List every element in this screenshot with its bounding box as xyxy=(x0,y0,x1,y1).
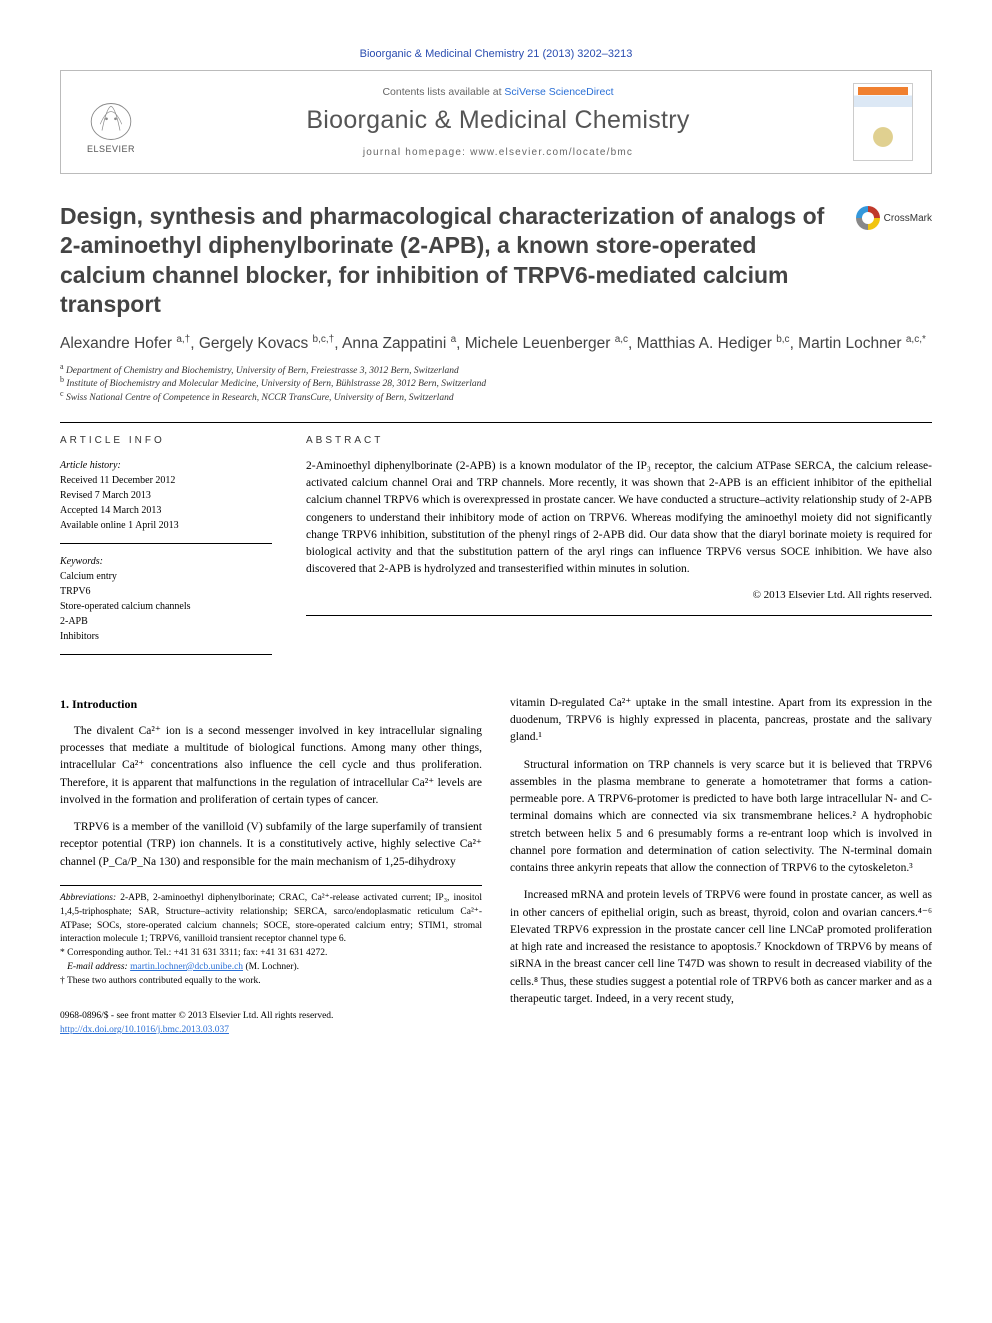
history-line: Available online 1 April 2013 xyxy=(60,518,272,533)
keywords-block: Keywords: Calcium entryTRPV6Store-operat… xyxy=(60,554,272,655)
abbrev-text: 2-APB, 2-aminoethyl diphenylborinate; CR… xyxy=(60,893,482,944)
footnotes: Abbreviations: 2-APB, 2-aminoethyl diphe… xyxy=(60,885,482,988)
publisher-label: ELSEVIER xyxy=(87,144,135,154)
left-column: 1. Introduction The divalent Ca²⁺ ion is… xyxy=(60,695,482,1038)
equal-contribution-note: † These two authors contributed equally … xyxy=(60,975,482,989)
body-paragraph: vitamin D-regulated Ca²⁺ uptake in the s… xyxy=(510,695,932,747)
divider xyxy=(60,422,932,423)
keyword: Calcium entry xyxy=(60,569,272,584)
history-line: Revised 7 March 2013 xyxy=(60,488,272,503)
body-paragraph: Structural information on TRP channels i… xyxy=(510,757,932,878)
keyword: TRPV6 xyxy=(60,584,272,599)
abstract-text: 2-Aminoethyl diphenylborinate (2-APB) is… xyxy=(306,458,932,579)
email-suffix: (M. Lochner). xyxy=(243,962,299,972)
history-line: Accepted 14 March 2013 xyxy=(60,503,272,518)
homepage-prefix: journal homepage: xyxy=(363,147,470,158)
keyword: Inhibitors xyxy=(60,629,272,644)
email-note: E-mail address: martin.lochner@dcb.unibe… xyxy=(60,961,482,975)
body-paragraph: Increased mRNA and protein levels of TRP… xyxy=(510,887,932,1008)
body-paragraph: The divalent Ca²⁺ ion is a second messen… xyxy=(60,723,482,809)
article-info-heading: ARTICLE INFO xyxy=(60,435,272,446)
section-1-heading: 1. Introduction xyxy=(60,695,482,713)
elsevier-logo: ELSEVIER xyxy=(79,87,143,157)
bottom-meta: 0968-0896/$ - see front matter © 2013 El… xyxy=(60,1010,482,1038)
keyword: 2-APB xyxy=(60,614,272,629)
email-label: E-mail address: xyxy=(67,962,128,972)
keywords-label: Keywords: xyxy=(60,556,103,567)
contents-prefix: Contents lists available at xyxy=(382,86,504,98)
affiliation-line: c Swiss National Centre of Competence in… xyxy=(60,392,932,406)
email-link[interactable]: martin.lochner@dcb.unibe.ch xyxy=(130,962,243,972)
homepage-url[interactable]: www.elsevier.com/locate/bmc xyxy=(470,147,633,158)
article-history: Article history: Received 11 December 20… xyxy=(60,458,272,544)
contents-available-line: Contents lists available at SciVerse Sci… xyxy=(161,86,835,98)
journal-homepage: journal homepage: www.elsevier.com/locat… xyxy=(161,147,835,158)
abstract-heading: ABSTRACT xyxy=(306,435,932,446)
abbreviations-note: Abbreviations: 2-APB, 2-aminoethyl diphe… xyxy=(60,892,482,947)
history-line: Received 11 December 2012 xyxy=(60,473,272,488)
journal-name: Bioorganic & Medicinal Chemistry xyxy=(161,106,835,135)
abstract-copyright: © 2013 Elsevier Ltd. All rights reserved… xyxy=(306,589,932,601)
keyword: Store-operated calcium channels xyxy=(60,599,272,614)
sciencedirect-link[interactable]: SciVerse ScienceDirect xyxy=(504,86,613,98)
doi-link[interactable]: http://dx.doi.org/10.1016/j.bmc.2013.03.… xyxy=(60,1025,229,1035)
journal-cover-thumbnail xyxy=(853,83,913,161)
journal-header: ELSEVIER Contents lists available at Sci… xyxy=(60,70,932,174)
corresponding-author-note: * Corresponding author. Tel.: +41 31 631… xyxy=(60,947,482,961)
citation-line: Bioorganic & Medicinal Chemistry 21 (201… xyxy=(60,48,932,60)
article-title: Design, synthesis and pharmacological ch… xyxy=(60,202,844,320)
author-list: Alexandre Hofer a,†, Gergely Kovacs b,c,… xyxy=(60,334,932,355)
abbrev-label: Abbreviations: xyxy=(60,893,116,903)
affiliation-line: b Institute of Biochemistry and Molecula… xyxy=(60,378,932,392)
crossmark-label: CrossMark xyxy=(884,213,932,224)
article-info-column: ARTICLE INFO Article history: Received 1… xyxy=(60,435,272,655)
body-columns: 1. Introduction The divalent Ca²⁺ ion is… xyxy=(60,695,932,1038)
body-paragraph: TRPV6 is a member of the vanilloid (V) s… xyxy=(60,819,482,871)
crossmark-icon xyxy=(856,206,880,230)
affiliations: a Department of Chemistry and Biochemist… xyxy=(60,365,932,406)
crossmark-badge[interactable]: CrossMark xyxy=(856,202,932,230)
right-column: vitamin D-regulated Ca²⁺ uptake in the s… xyxy=(510,695,932,1038)
front-matter-line: 0968-0896/$ - see front matter © 2013 El… xyxy=(60,1010,482,1024)
affiliation-line: a Department of Chemistry and Biochemist… xyxy=(60,365,932,379)
history-label: Article history: xyxy=(60,460,121,471)
divider xyxy=(306,615,932,616)
abstract-column: ABSTRACT 2-Aminoethyl diphenylborinate (… xyxy=(306,435,932,655)
